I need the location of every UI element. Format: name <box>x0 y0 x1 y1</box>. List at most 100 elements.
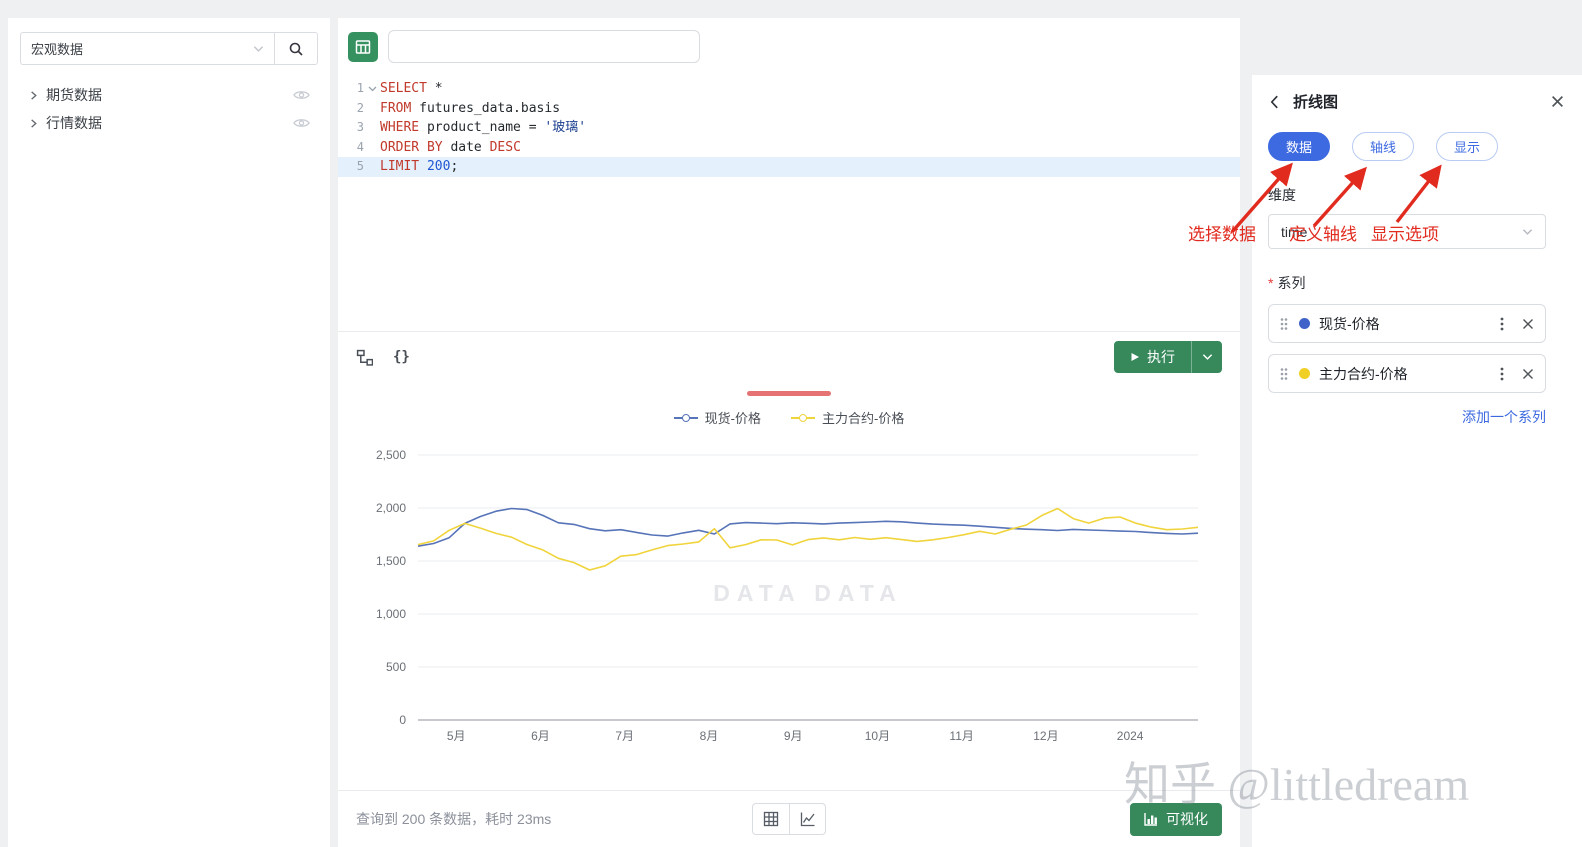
table-view-button[interactable] <box>752 803 789 835</box>
series-menu-button[interactable] <box>1494 367 1510 381</box>
legend-marker <box>673 413 698 422</box>
database-select[interactable]: 宏观数据 <box>20 32 274 65</box>
tab-data[interactable]: 数据 <box>1268 132 1331 161</box>
series-item-1[interactable]: 主力合约-价格 <box>1268 354 1546 393</box>
svg-text:5月: 5月 <box>447 729 466 743</box>
legend-label: 现货-价格 <box>704 411 761 426</box>
fold-chevron-icon[interactable] <box>364 79 380 99</box>
search-icon <box>289 42 303 56</box>
dimension-label: 维度 <box>1268 187 1296 203</box>
grid-icon <box>763 811 779 827</box>
svg-text:6月: 6月 <box>531 729 550 743</box>
tab-axis[interactable]: 轴线 <box>1352 132 1415 161</box>
svg-text:10月: 10月 <box>865 729 890 743</box>
series-remove-button[interactable] <box>1522 318 1534 330</box>
query-name-input[interactable] <box>388 30 700 63</box>
run-label: 执行 <box>1147 349 1175 365</box>
fold-spacer <box>364 99 380 119</box>
fold-spacer <box>364 157 380 177</box>
svg-text:8月: 8月 <box>700 729 719 743</box>
run-button-main[interactable]: 执行 <box>1114 341 1191 373</box>
tree-item-label: 期货数据 <box>46 87 102 103</box>
back-button[interactable] <box>1268 92 1281 112</box>
panel-title: 折线图 <box>1293 94 1339 111</box>
add-series-link[interactable]: 添加一个系列 <box>1462 409 1546 425</box>
chart-view-button[interactable] <box>789 803 826 835</box>
tab-display[interactable]: 显示 <box>1436 132 1499 161</box>
panel-header: 折线图 <box>1268 91 1566 112</box>
svg-text:11月: 11月 <box>949 729 973 743</box>
fold-spacer <box>364 138 380 158</box>
chart-area: 现货-价格 主力合约-价格 2,500 2,000 1,500 1,000 500 0 5月… <box>338 382 1240 790</box>
sql-editor[interactable]: 1 SELECT * 2 FROM futures_data.basis 3 WHERE … <box>338 75 1240 331</box>
series-item-label: 现货-价格 <box>1319 315 1380 332</box>
table-button[interactable] <box>348 31 378 62</box>
code-line-5[interactable]: 5 LIMIT 200; <box>338 157 1240 177</box>
series-color-dot <box>1299 368 1310 379</box>
line-number: 1 <box>356 81 364 95</box>
run-button[interactable]: 执行 <box>1114 341 1222 373</box>
search-button[interactable] <box>274 32 318 65</box>
series-remove-button[interactable] <box>1522 368 1534 380</box>
tree-item-futures-data[interactable]: 期货数据 <box>20 81 318 109</box>
legend-item-main-contract-price[interactable]: 主力合约-价格 <box>791 408 904 427</box>
run-options-button[interactable] <box>1192 341 1222 373</box>
table-icon <box>355 39 371 54</box>
drag-handle-icon[interactable] <box>1280 317 1288 331</box>
code-text: ORDER BY date DESC <box>380 139 521 155</box>
tree-item-market-data[interactable]: 行情数据 <box>20 109 318 137</box>
results-toolbar: {} 执行 <box>338 332 1240 382</box>
chevron-right-icon <box>31 90 37 100</box>
drag-handle-icon[interactable] <box>1280 367 1288 381</box>
code-line-4[interactable]: 4 ORDER BY date DESC <box>338 138 1240 158</box>
annotation-select-data: 选择数据 <box>1188 225 1256 244</box>
code-line-2[interactable]: 2 FROM futures_data.basis <box>338 99 1240 119</box>
status-bar: 查询到 200 条数据，耗时 23ms 可视化 <box>338 790 1240 847</box>
line-chart: 2,500 2,000 1,500 1,000 500 0 5月 6月 7月 8月 9月 10月 11月… <box>376 448 1199 743</box>
svg-text:1,000: 1,000 <box>376 607 406 621</box>
bar-chart-icon <box>1144 813 1157 826</box>
code-text: SELECT * <box>380 81 443 96</box>
code-line-3[interactable]: 3 WHERE product_name = '玻璃' <box>338 118 1240 138</box>
code-line-1[interactable]: 1 SELECT * <box>338 79 1240 99</box>
line-number: 3 <box>356 120 364 134</box>
datasource-sidebar: 宏观数据 期货数据 行情数据 <box>8 18 330 847</box>
query-workspace: 1 SELECT * 2 FROM futures_data.basis 3 WHERE … <box>338 18 1240 847</box>
view-toggle <box>752 803 826 835</box>
svg-text:2,000: 2,000 <box>376 501 406 515</box>
code-text: WHERE product_name = '玻璃' <box>380 120 587 135</box>
code-lines: 1 SELECT * 2 FROM futures_data.basis 3 WHERE … <box>338 79 1240 177</box>
results-section: {} 执行 现货-价格 <box>338 331 1240 847</box>
svg-text:DATA DATA: DATA DATA <box>713 580 902 606</box>
svg-text:2024: 2024 <box>1117 729 1144 743</box>
line-chart-icon <box>800 812 815 827</box>
config-tabs: 数据 轴线 显示 <box>1268 132 1566 161</box>
code-text: LIMIT 200; <box>380 159 459 174</box>
close-icon <box>1552 96 1563 107</box>
annotation-define-axis: 定义轴线 <box>1289 225 1357 244</box>
visualize-button[interactable]: 可视化 <box>1130 802 1222 836</box>
format-sql-button[interactable] <box>356 349 373 366</box>
line-number: 5 <box>356 159 364 173</box>
kebab-icon <box>1500 367 1504 380</box>
braces-button[interactable]: {} <box>393 349 410 365</box>
series-item-label: 主力合约-价格 <box>1319 365 1408 382</box>
legend-item-spot-price[interactable]: 现货-价格 <box>673 408 761 427</box>
svg-text:0: 0 <box>399 713 406 727</box>
svg-text:12月: 12月 <box>1033 729 1058 743</box>
panel-resize-handle[interactable] <box>747 391 831 396</box>
series-menu-button[interactable] <box>1494 317 1510 331</box>
chevron-down-icon <box>1202 354 1212 360</box>
annotation-display-options: 显示选项 <box>1371 225 1439 244</box>
series-item-0[interactable]: 现货-价格 <box>1268 304 1546 343</box>
close-button[interactable] <box>1549 93 1566 110</box>
eye-icon[interactable] <box>293 117 310 129</box>
legend-label: 主力合约-价格 <box>822 411 905 426</box>
svg-text:7月: 7月 <box>615 729 634 743</box>
chevron-down-icon <box>253 45 264 52</box>
chevron-right-icon <box>31 118 37 128</box>
eye-icon[interactable] <box>293 89 310 101</box>
query-summary: 查询到 200 条数据，耗时 23ms <box>356 811 552 827</box>
close-icon <box>1523 368 1533 379</box>
